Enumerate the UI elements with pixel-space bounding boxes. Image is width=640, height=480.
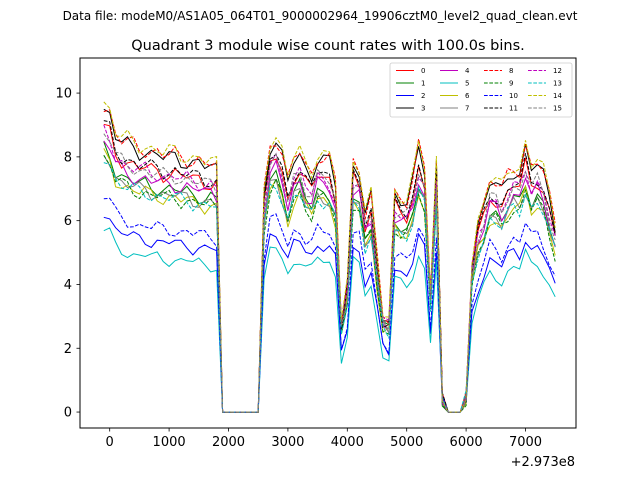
series-line-15 <box>103 133 556 413</box>
series-line-3 <box>103 108 556 413</box>
series-line-12 <box>103 124 556 413</box>
series-line-9 <box>103 155 556 413</box>
y-tick-label: 4 <box>64 278 72 293</box>
legend-label-13: 13 <box>553 80 562 88</box>
chart-title: Quadrant 3 module wise count rates with … <box>131 38 525 54</box>
y-tick-label: 10 <box>55 87 72 102</box>
legend-label-0: 0 <box>421 67 425 75</box>
series-line-14 <box>103 101 556 413</box>
series-layer <box>103 101 556 413</box>
legend-label-5: 5 <box>465 80 469 88</box>
legend-label-14: 14 <box>553 92 562 100</box>
x-tick-label: 6000 <box>450 435 483 450</box>
series-line-10 <box>103 197 556 413</box>
y-tick-label: 2 <box>64 342 72 357</box>
legend-label-1: 1 <box>421 80 425 88</box>
legend-label-6: 6 <box>465 92 470 100</box>
x-tick-label: 7000 <box>509 435 542 450</box>
x-tick-label: 3000 <box>271 435 304 450</box>
legend-label-8: 8 <box>509 67 513 75</box>
y-tick-label: 8 <box>64 150 72 165</box>
series-line-7 <box>103 154 556 413</box>
legend-label-12: 12 <box>553 67 562 75</box>
series-line-2 <box>103 216 556 413</box>
x-tick-label: 5000 <box>390 435 423 450</box>
x-tick-label: 0 <box>106 435 114 450</box>
legend-label-7: 7 <box>465 105 469 113</box>
series-line-5 <box>103 227 556 413</box>
x-tick-label: 4000 <box>331 435 364 450</box>
series-line-8 <box>103 109 556 413</box>
y-tick-label: 0 <box>64 406 72 421</box>
series-line-11 <box>103 120 556 413</box>
legend-label-2: 2 <box>421 92 425 100</box>
legend-label-11: 11 <box>509 105 518 113</box>
axes-layer: 0 1000 2000 3000 4000 5000 6000 7000 0 2 4 6 8 10 <box>55 87 542 450</box>
legend-box <box>389 62 573 118</box>
series-line-4 <box>103 140 556 413</box>
x-offset-label: +2.973e8 <box>511 455 575 470</box>
legend-label-15: 15 <box>553 105 562 113</box>
legend-label-3: 3 <box>421 105 425 113</box>
x-tick-label: 2000 <box>212 435 245 450</box>
x-tick-label: 1000 <box>153 435 186 450</box>
figure-suptitle: Data file: modeM0/AS1A05_064T01_90000029… <box>63 9 578 23</box>
legend-label-10: 10 <box>509 92 518 100</box>
legend-label-4: 4 <box>465 67 470 75</box>
plot-area <box>79 57 577 429</box>
y-tick-label: 6 <box>64 214 72 229</box>
legend-label-9: 9 <box>509 80 513 88</box>
